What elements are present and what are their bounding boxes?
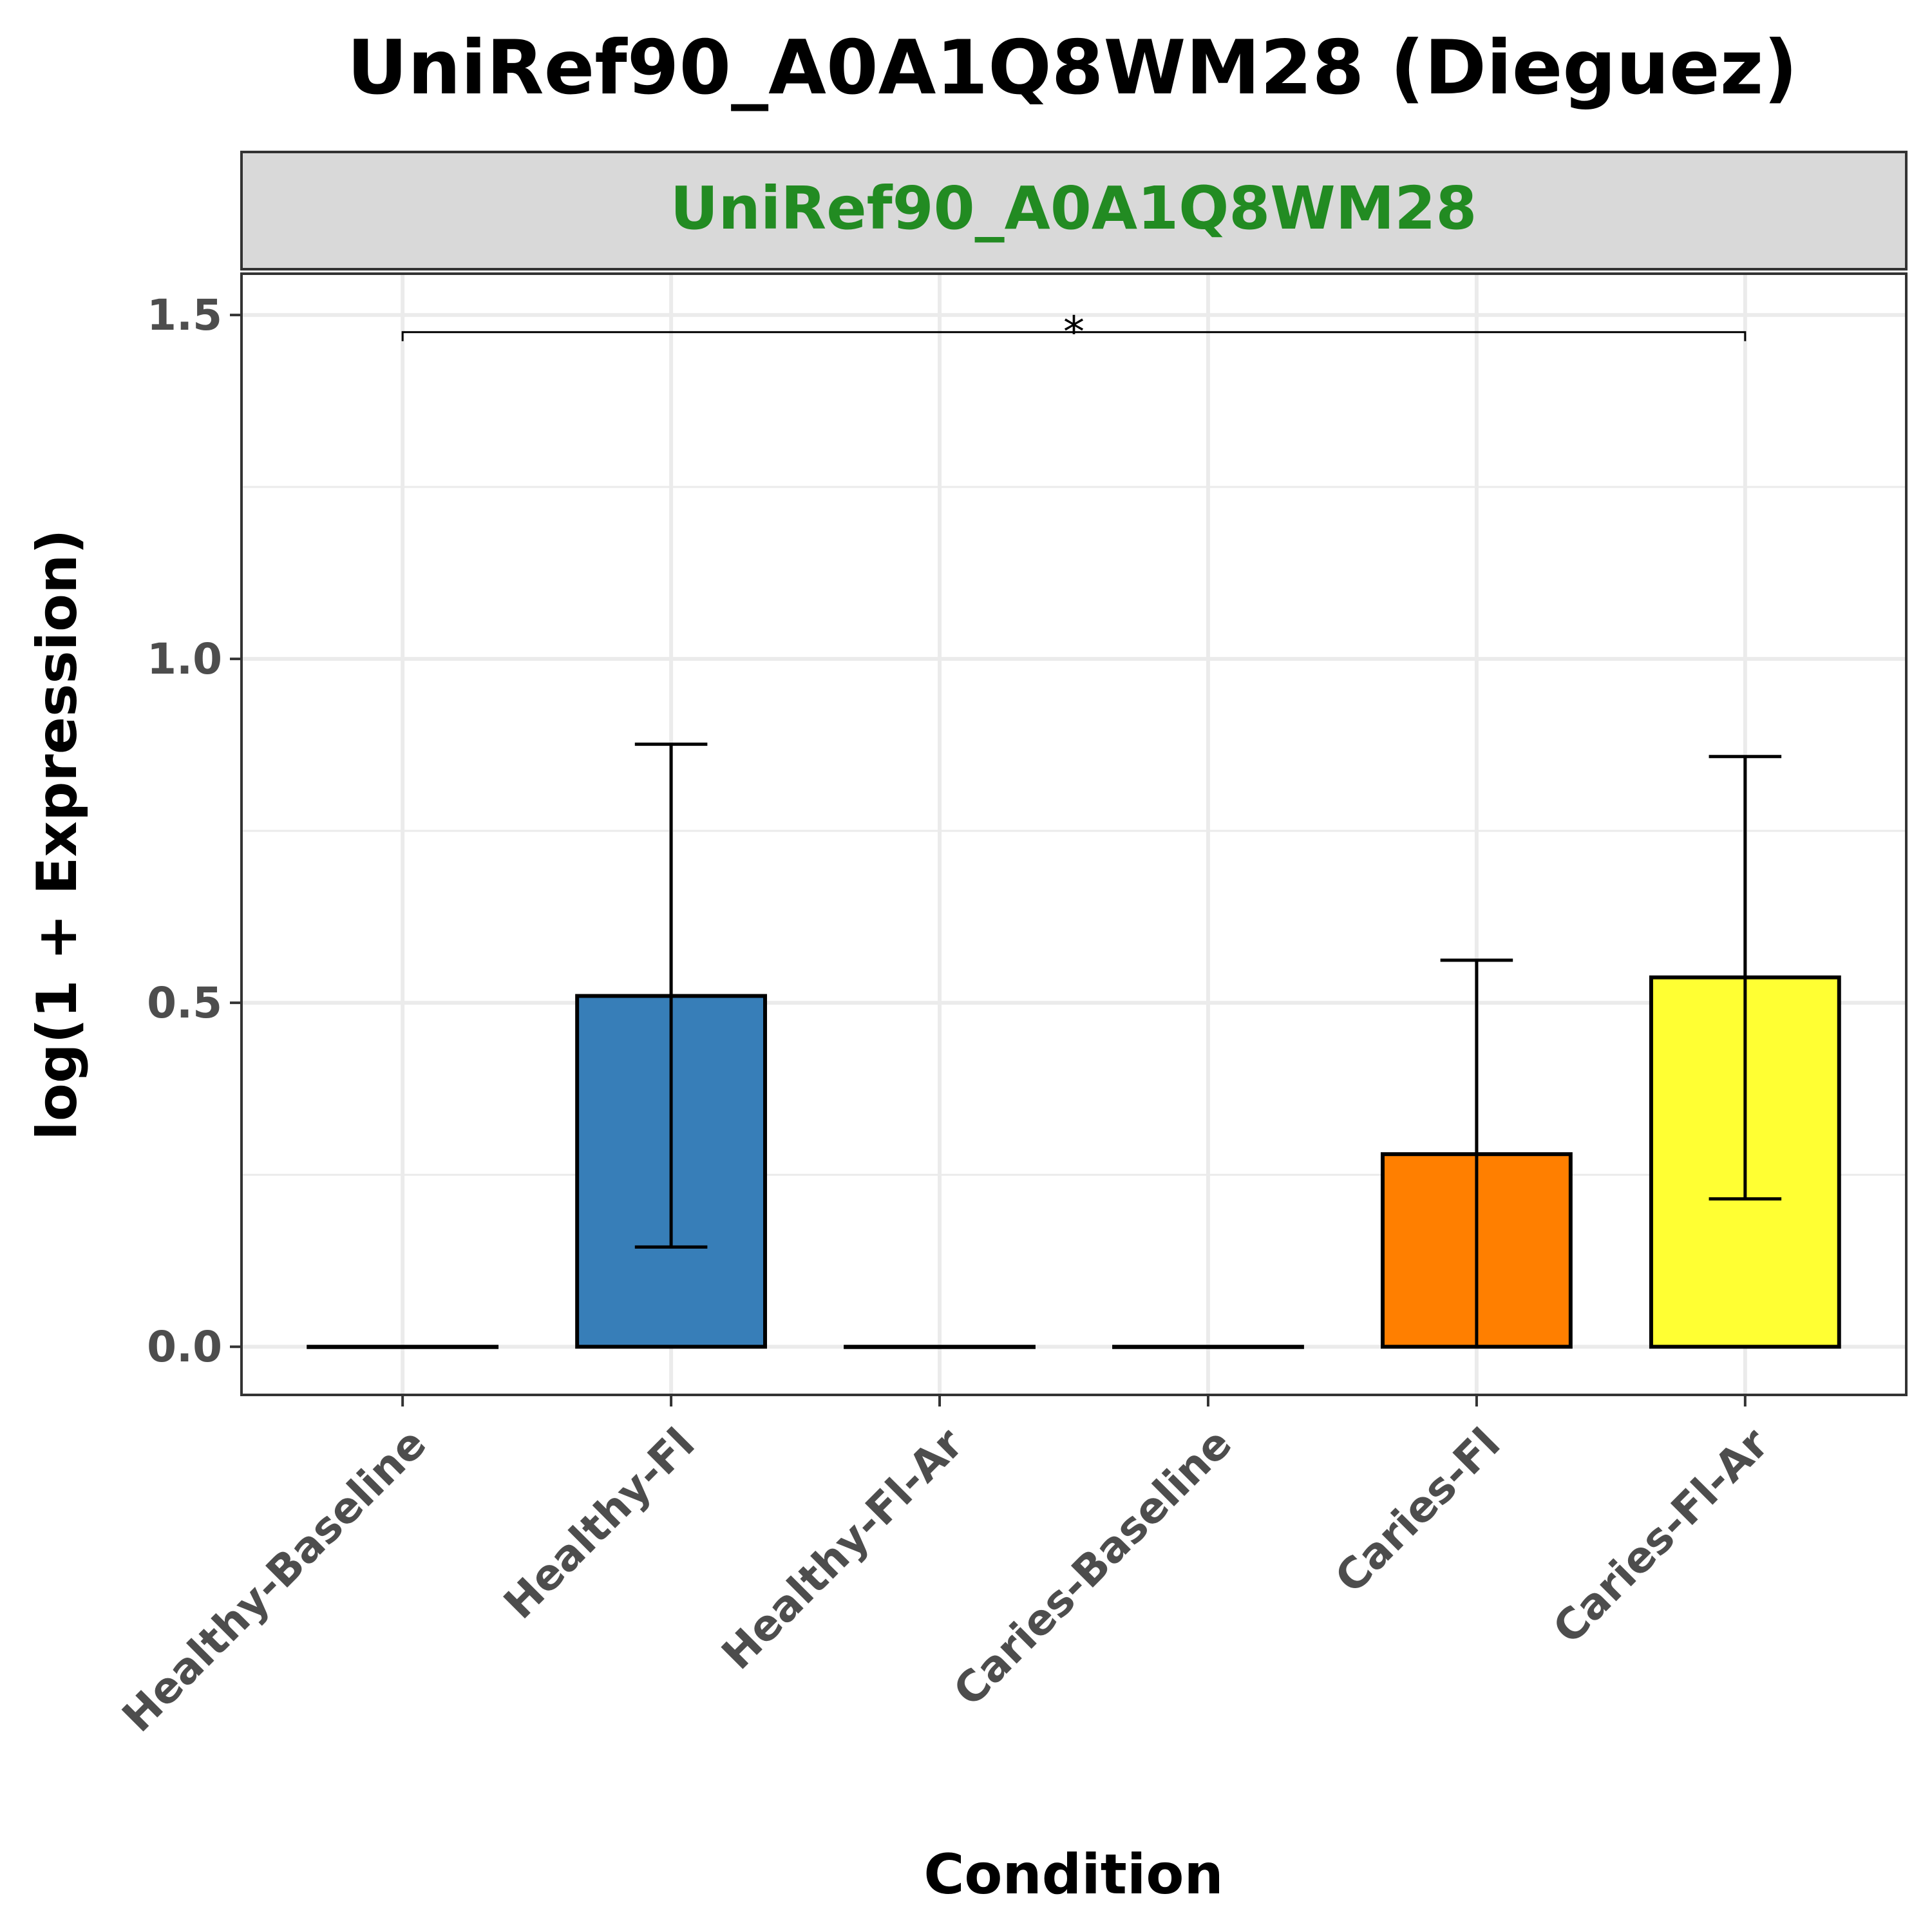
facet-strip-label: UniRef90_A0A1Q8WM28 — [670, 174, 1477, 243]
y-tick-label: 1.0 — [147, 634, 222, 684]
x-tick-label: Caries-Fl-Ar — [1544, 1419, 1779, 1654]
significance-bracket: * — [401, 307, 1747, 357]
significance-label: * — [1063, 307, 1084, 357]
error-bar — [634, 743, 708, 1249]
significance-annotation: * — [401, 307, 1747, 357]
grid-lines — [242, 274, 1906, 1395]
y-axis-title: log(1 + Expression) — [25, 529, 90, 1140]
y-tick-label: 0.5 — [147, 978, 222, 1028]
error-bar — [1709, 755, 1782, 1201]
x-tick-label: Healthy-Fl-Ar — [712, 1419, 973, 1680]
x-tick-label: Healthy-Fl — [495, 1419, 705, 1629]
significance-bracket-line — [401, 331, 1747, 341]
plot-panel-border — [240, 272, 1908, 1396]
x-tick-label: Caries-Baseline — [944, 1419, 1241, 1716]
chart-title: UniRef90_A0A1Q8WM28 (Dieguez) — [347, 24, 1797, 111]
x-tick-label: Caries-Fl — [1325, 1419, 1510, 1603]
error-bar — [1440, 958, 1513, 1349]
error-bars — [634, 743, 1782, 1349]
y-tick-label: 1.5 — [147, 290, 222, 340]
facet-strip — [240, 151, 1908, 270]
y-tick-label: 0.0 — [147, 1322, 222, 1372]
x-tick-label: Healthy-Baseline — [113, 1419, 435, 1741]
y-axis: 0.0 0.5 1.0 1.5 — [147, 290, 242, 1372]
x-axis: Healthy-Baseline Healthy-Fl Healthy-Fl-ArC… — [113, 1395, 1778, 1741]
plot-panel — [242, 274, 1906, 1395]
x-axis-title: Condition — [923, 1842, 1223, 1907]
